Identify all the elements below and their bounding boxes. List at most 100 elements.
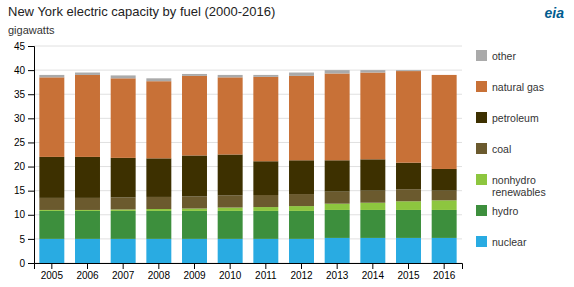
y-axis: 051015202530354045 [14,41,35,269]
y-tick: 30 [14,113,34,124]
x-tick: 2010 [219,263,242,281]
legend-swatch [476,81,487,92]
y-tick: 35 [14,89,34,100]
bar-segment [111,158,136,198]
x-tick-mark [51,263,52,269]
bar-segment [253,161,278,195]
y-tick-mark [28,239,34,240]
bar-segment [218,77,243,154]
legend-item: nonhydrorenewables [476,174,546,198]
legend-swatch [476,143,487,154]
bar-segment [111,239,136,263]
bar-segment [360,210,385,238]
x-tick-label: 2009 [183,270,206,281]
bar-segment [432,238,457,263]
series [39,200,456,211]
legend-label: other [492,50,516,62]
bar-segment [289,76,314,160]
y-tick: 20 [14,161,34,172]
bar-segment [360,191,385,203]
x-tick-label: 2010 [219,270,242,281]
bar-segment [253,239,278,263]
bar-segment [75,239,100,263]
bar-segment [360,203,385,210]
bar-segment [396,238,421,263]
x-tick-mark [265,263,266,269]
bar-segment [396,210,421,238]
legend-item: other [476,50,516,62]
annotation: eia [545,5,565,21]
bar-segment [218,239,243,263]
bar-segment [289,73,314,76]
legend-label: nuclear [492,236,527,248]
bar-segment [432,75,457,169]
x-tick: 2009 [183,263,206,281]
bar-segment [111,75,136,78]
bar-segment [396,201,421,210]
y-tick-mark [28,94,34,95]
series [39,189,456,210]
bar-segment [182,155,207,196]
y-tick: 15 [14,185,34,196]
x-tick-label: 2007 [112,270,135,281]
x-tick: 2007 [112,263,135,281]
y-tick-mark [28,167,34,168]
bar-segment [289,206,314,211]
series [39,70,421,81]
y-axis-title: gigawatts [8,24,55,36]
bar-segment [289,239,314,263]
series [39,210,456,239]
bars [39,70,456,263]
x-tick-label: 2015 [397,270,420,281]
chart: 2005200620072008200920102011201220132014… [0,0,574,287]
bar-segment [325,73,350,160]
bar-segment [39,77,64,157]
x-tick: 2011 [255,263,277,281]
bar-segment [218,195,243,207]
bar-segment [253,195,278,207]
x-tick: 2006 [76,263,99,281]
bar-segment [182,211,207,239]
legend-label-line: hydro [492,205,518,217]
bar-segment [396,70,421,72]
bar-segment [146,239,171,263]
bar-segment [360,238,385,263]
x-tick-mark [337,263,338,269]
bar-segment [325,238,350,263]
x-tick: 2015 [397,263,420,281]
legend-swatch [476,50,487,61]
grid-line [34,70,462,71]
bar-segment [432,200,457,210]
x-tick-mark [230,263,231,269]
bar-segment [111,78,136,158]
legend-swatch [476,236,487,247]
grid-line [34,46,462,47]
bar-segment [396,163,421,190]
legend-label-line: petroleum [492,112,539,124]
y-tick: 25 [14,137,34,148]
y-axis-line [28,47,35,264]
x-tick-mark [372,263,373,269]
bar-segment [111,211,136,239]
y-tick: 10 [14,209,34,220]
bar-segment [75,211,100,239]
y-tick-label: 20 [14,161,26,172]
plot-area: 2005200620072008200920102011201220132014… [14,41,463,281]
y-tick-label: 0 [19,258,25,269]
x-tick: 2008 [148,263,171,281]
x-tick-mark [158,263,159,269]
bar-segment [325,210,350,238]
legend-label-line: natural gas [492,81,544,93]
bar-segment [325,70,350,73]
legend-label: coal [492,143,511,155]
y-tick: 40 [14,65,34,76]
legend-label: natural gas [492,81,544,93]
legend-swatch [476,205,487,216]
bar-segment [218,155,243,196]
y-tick-mark [28,263,34,264]
y-tick-label: 35 [14,89,26,100]
bar-segment [39,75,64,77]
bar-segment [182,76,207,156]
bar-segment [39,239,64,263]
bar-segment [146,81,171,158]
